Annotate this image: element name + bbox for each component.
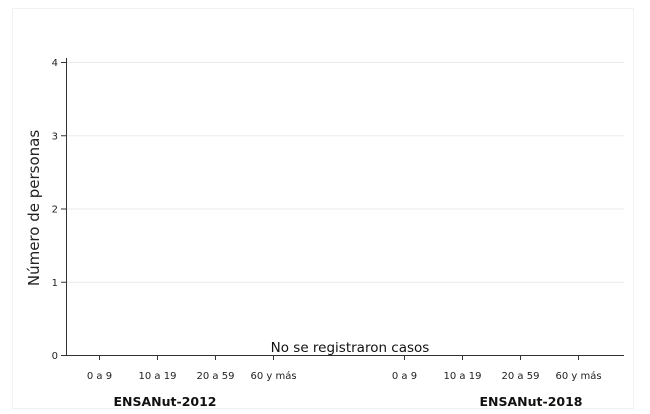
group-label: ENSANut-2012 [114,394,217,409]
x-tick-label: 20 a 59 [502,371,540,382]
x-tick-label: 10 a 19 [444,371,482,382]
grid [66,62,624,283]
x-tick-label: 60 y más [555,370,601,382]
x-tick-label: 10 a 19 [139,371,177,382]
chart-frame [12,8,634,409]
group-label: ENSANut-2018 [480,394,583,409]
x-tick-label: 0 a 9 [87,371,112,382]
annotation: No se registraron casos [271,340,430,356]
x-tick-label: 0 a 9 [392,371,417,382]
x-tick-label: 60 y más [250,370,296,382]
y-tick-label: 0 [52,351,58,362]
y-tick-label: 4 [52,58,58,69]
y-axis: 0 1 2 3 4 [52,58,67,362]
y-tick-label: 3 [52,131,58,142]
y-tick-label: 2 [52,205,58,216]
y-axis-title: Número de personas [25,130,43,286]
x-axis: 0 a 9 10 a 19 20 a 59 60 y más ENSANut-2012 0… [66,355,624,409]
y-tick-label: 1 [52,278,58,289]
x-tick-label: 20 a 59 [197,371,235,382]
